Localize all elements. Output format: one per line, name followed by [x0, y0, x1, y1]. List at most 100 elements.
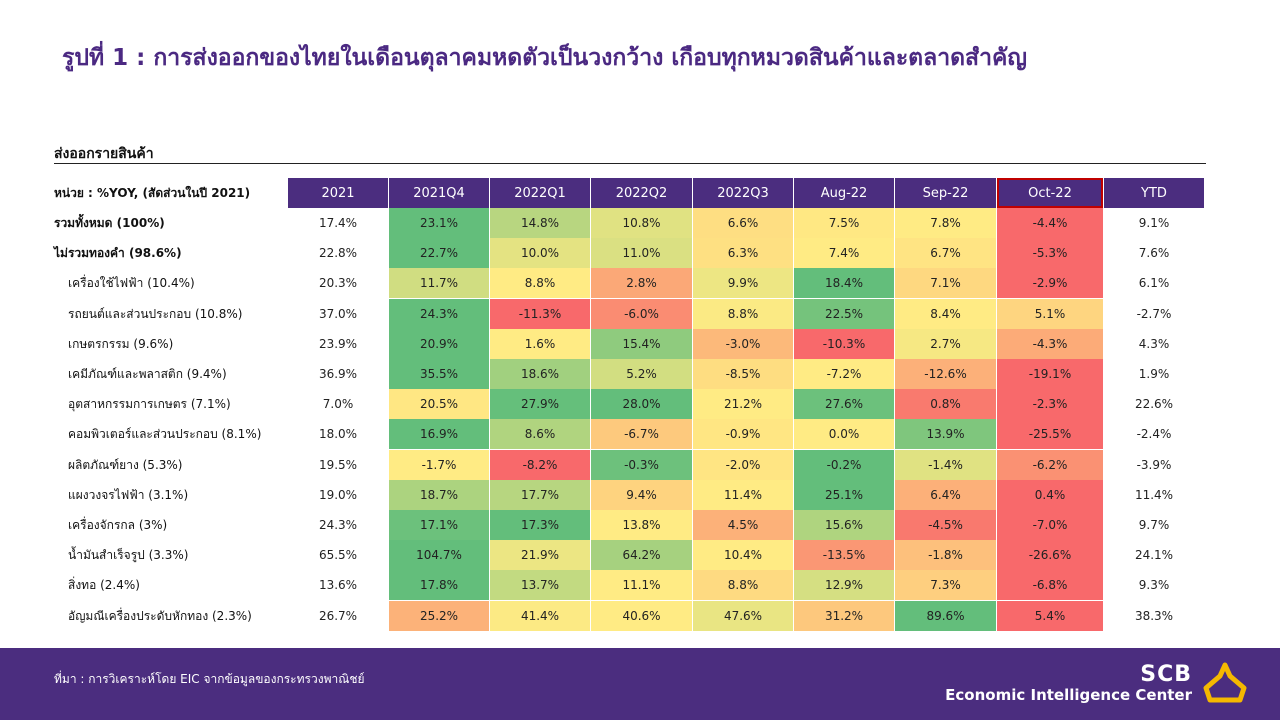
- row-label: อุตสาหกรรมการเกษตร (7.1%): [68, 397, 231, 412]
- data-cell: 22.5%: [794, 298, 894, 329]
- data-cell: 7.4%: [794, 238, 894, 269]
- data-cell: 18.6%: [490, 359, 590, 389]
- data-cell: 7.1%: [895, 268, 996, 299]
- data-cell: 20.3%: [318, 276, 358, 291]
- data-cell: 15.4%: [591, 328, 692, 359]
- data-cell: -8.5%: [693, 359, 793, 389]
- data-cell: 24.1%: [1134, 548, 1174, 563]
- data-cell: -13.5%: [794, 540, 894, 571]
- data-cell: -6.7%: [591, 419, 692, 450]
- data-cell: -6.2%: [997, 449, 1103, 480]
- data-cell: 36.9%: [318, 367, 358, 381]
- row-label: เกษตรกรรม (9.6%): [68, 336, 174, 351]
- data-cell: 40.6%: [591, 600, 692, 631]
- data-cell: -6.8%: [997, 570, 1103, 601]
- data-cell: 5.1%: [997, 298, 1103, 329]
- data-cell: 8.8%: [693, 298, 793, 329]
- data-cell: -0.9%: [693, 419, 793, 450]
- row-label: เคมีภัณฑ์และพลาสติก (9.4%): [68, 367, 227, 381]
- data-cell: 8.4%: [895, 298, 996, 329]
- data-cell: 7.0%: [322, 397, 354, 412]
- row-label: น้ำมันสำเร็จรูป (3.3%): [68, 548, 189, 563]
- data-cell: -11.3%: [490, 298, 590, 329]
- data-cell: 104.7%: [389, 540, 489, 571]
- data-cell: 11.4%: [1134, 487, 1174, 502]
- data-cell: 31.2%: [794, 600, 894, 631]
- data-cell: 17.1%: [389, 510, 489, 540]
- data-cell: 9.1%: [1138, 216, 1170, 230]
- data-cell: 25.1%: [794, 479, 894, 510]
- data-cell: 0.4%: [997, 479, 1103, 510]
- data-cell: -2.9%: [997, 268, 1103, 299]
- data-cell: 23.1%: [389, 208, 489, 238]
- row-label: สิ่งทอ (2.4%): [68, 578, 140, 593]
- data-cell: 65.5%: [318, 548, 358, 563]
- data-cell: 17.8%: [389, 570, 489, 601]
- row-label: คอมพิวเตอร์และส่วนประกอบ (8.1%): [68, 427, 262, 442]
- brand-subtitle: Economic Intelligence Center: [945, 686, 1192, 704]
- data-cell: 8.8%: [693, 570, 793, 601]
- data-cell: 23.9%: [318, 336, 358, 351]
- column-header-2021q4: 2021Q4: [389, 178, 489, 208]
- data-cell: 18.4%: [794, 268, 894, 299]
- data-cell: -25.5%: [997, 419, 1103, 450]
- data-cell: 13.6%: [318, 578, 358, 593]
- data-cell: 7.3%: [895, 570, 996, 601]
- row-label: แผงวงจรไฟฟ้า (3.1%): [68, 487, 189, 502]
- data-cell: 18.0%: [318, 427, 358, 442]
- data-cell: -4.4%: [997, 208, 1103, 238]
- data-cell: -6.0%: [591, 298, 692, 329]
- data-cell: -3.9%: [1136, 457, 1172, 472]
- data-cell: 2.8%: [591, 268, 692, 299]
- data-cell: 11.0%: [591, 238, 692, 269]
- data-cell: 24.3%: [389, 298, 489, 329]
- data-cell: 13.9%: [895, 419, 996, 450]
- data-cell: 64.2%: [591, 540, 692, 571]
- data-cell: 21.2%: [693, 389, 793, 420]
- data-cell: -2.0%: [693, 449, 793, 480]
- column-header-2022q3: 2022Q3: [693, 178, 793, 208]
- data-cell: 8.6%: [490, 419, 590, 450]
- row-label: ผลิตภัณฑ์ยาง (5.3%): [68, 457, 183, 472]
- data-cell: 19.5%: [318, 457, 358, 472]
- data-cell: 27.9%: [490, 389, 590, 420]
- data-cell: -8.2%: [490, 449, 590, 480]
- data-cell: 11.7%: [389, 268, 489, 299]
- data-cell: -2.7%: [1136, 306, 1172, 321]
- data-cell: 0.8%: [895, 389, 996, 420]
- data-cell: -1.4%: [895, 449, 996, 480]
- data-cell: 89.6%: [895, 600, 996, 631]
- data-cell: 14.8%: [490, 208, 590, 238]
- data-cell: 27.6%: [794, 389, 894, 420]
- data-cell: 4.3%: [1138, 336, 1170, 351]
- row-label: ไม่รวมทองคำ (98.6%): [54, 246, 182, 261]
- data-cell: 25.2%: [389, 600, 489, 631]
- row-label: อัญมณีเครื่องประดับหักทอง (2.3%): [68, 608, 252, 623]
- data-cell: 6.4%: [895, 479, 996, 510]
- data-cell: -10.3%: [794, 328, 894, 359]
- unit-label: หน่วย : %YOY, (สัดส่วนในปี 2021): [54, 186, 251, 200]
- data-cell: 9.7%: [1138, 518, 1170, 532]
- data-cell: -26.6%: [997, 540, 1103, 571]
- data-cell: -1.8%: [895, 540, 996, 571]
- data-cell: 6.1%: [1138, 276, 1170, 291]
- data-cell: 6.3%: [693, 238, 793, 269]
- column-header-2022q1: 2022Q1: [490, 178, 590, 208]
- data-cell: 20.5%: [389, 389, 489, 420]
- data-cell: 38.3%: [1134, 608, 1174, 623]
- data-cell: -5.3%: [997, 238, 1103, 269]
- column-header-ytd: YTD: [1104, 178, 1204, 208]
- column-header-sep-22: Sep-22: [895, 178, 996, 208]
- data-cell: 9.9%: [693, 268, 793, 299]
- data-cell: 41.4%: [490, 600, 590, 631]
- data-cell: 7.6%: [1138, 246, 1170, 261]
- data-cell: 9.3%: [1138, 578, 1170, 593]
- data-cell: 2.7%: [895, 328, 996, 359]
- row-label: เครื่องจักรกล (3%): [68, 518, 168, 532]
- data-cell: 12.9%: [794, 570, 894, 601]
- scb-logo-icon: [1203, 662, 1247, 703]
- row-label: รวมทั้งหมด (100%): [54, 216, 165, 230]
- data-cell: 16.9%: [389, 419, 489, 450]
- data-cell: 4.5%: [693, 510, 793, 540]
- data-cell: 37.0%: [318, 306, 358, 321]
